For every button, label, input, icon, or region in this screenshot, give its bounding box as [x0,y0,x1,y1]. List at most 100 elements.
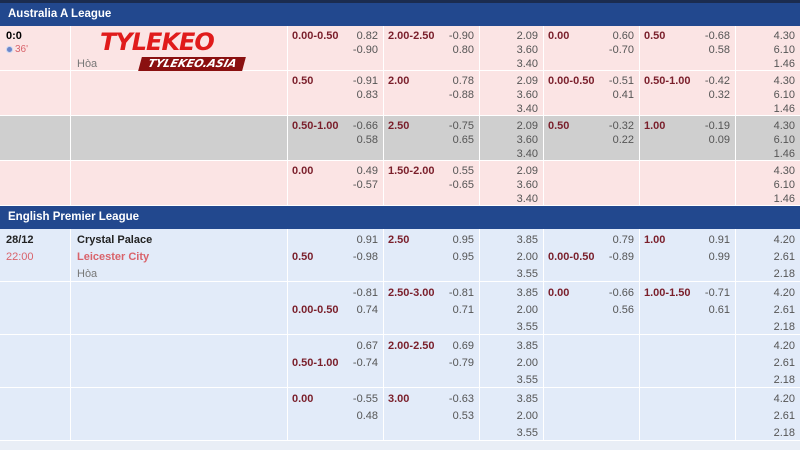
1x2-odds[interactable]: 3.60 [516,44,538,56]
over-under-odds[interactable]: -0.90 [448,30,474,42]
over-under-odds[interactable]: -0.88 [448,89,474,101]
first-half-handicap-odds[interactable]: -0.89 [608,251,634,263]
1x2-odds[interactable]: 3.40 [516,103,538,115]
first-half-1x2-odds[interactable]: 4.30 [773,120,795,132]
first-half-1x2-odds[interactable]: 6.10 [773,134,795,146]
first-half-1x2-odds[interactable]: 2.61 [773,304,795,316]
1x2-odds[interactable]: 3.85 [516,234,538,246]
first-half-handicap-odds[interactable]: 0.41 [612,89,634,101]
1x2-odds[interactable]: 3.85 [516,340,538,352]
1x2-odds[interactable]: 3.60 [516,89,538,101]
over-under-odds[interactable]: -0.81 [448,287,474,299]
handicap-odds[interactable]: 0.83 [356,89,378,101]
1x2-odds[interactable]: 2.00 [516,410,538,422]
first-half-handicap-odds[interactable]: -0.51 [608,75,634,87]
1x2-odds[interactable]: 3.55 [516,268,538,280]
over-under-odds[interactable]: 0.53 [452,410,474,422]
first-half-1x2-odds[interactable]: 1.46 [773,193,795,205]
1x2-odds[interactable]: 3.60 [516,179,538,191]
away-team[interactable]: Leicester City [77,251,150,263]
handicap-odds[interactable]: -0.91 [352,75,378,87]
first-half-1x2-odds[interactable]: 2.18 [773,427,795,439]
over-under-odds[interactable]: -0.63 [448,393,474,405]
handicap-odds[interactable]: 0.48 [356,410,378,422]
first-half-handicap-odds[interactable]: 0.79 [612,234,634,246]
over-under-odds[interactable]: 0.78 [452,75,474,87]
handicap-odds[interactable]: -0.57 [352,179,378,191]
league-header[interactable]: Australia A League [0,3,800,26]
handicap-odds[interactable]: 0.49 [356,165,378,177]
first-half-over-under-odds[interactable]: 0.09 [708,134,730,146]
handicap-odds[interactable]: -0.66 [352,120,378,132]
1x2-odds[interactable]: 3.55 [516,321,538,333]
first-half-over-under-odds[interactable]: 0.91 [708,234,730,246]
handicap-odds[interactable]: 0.58 [356,134,378,146]
over-under-odds[interactable]: 0.71 [452,304,474,316]
1x2-odds[interactable]: 2.00 [516,251,538,263]
1x2-odds[interactable]: 3.55 [516,374,538,386]
first-half-handicap-odds[interactable]: -0.70 [608,44,634,56]
first-half-1x2-odds[interactable]: 2.61 [773,410,795,422]
first-half-over-under-odds[interactable]: -0.19 [704,120,730,132]
handicap-odds[interactable]: 0.67 [356,340,378,352]
first-half-1x2-odds[interactable]: 2.18 [773,321,795,333]
first-half-1x2-odds[interactable]: 4.30 [773,165,795,177]
first-half-1x2-odds[interactable]: 2.61 [773,357,795,369]
1x2-odds[interactable]: 3.85 [516,393,538,405]
league-header[interactable]: English Premier League [0,206,800,229]
first-half-handicap-odds[interactable]: -0.66 [608,287,634,299]
1x2-odds[interactable]: 3.85 [516,287,538,299]
first-half-over-under-odds[interactable]: 0.61 [708,304,730,316]
first-half-over-under-odds[interactable]: 0.58 [708,44,730,56]
handicap-odds[interactable]: -0.90 [352,44,378,56]
first-half-handicap-odds[interactable]: 0.22 [612,134,634,146]
first-half-1x2-odds[interactable]: 2.61 [773,251,795,263]
first-half-1x2-odds[interactable]: 4.20 [773,340,795,352]
first-half-1x2-odds[interactable]: 2.18 [773,268,795,280]
over-under-odds[interactable]: -0.75 [448,120,474,132]
1x2-odds[interactable]: 3.40 [516,148,538,160]
handicap-odds[interactable]: 0.91 [356,234,378,246]
first-half-1x2-odds[interactable]: 4.20 [773,234,795,246]
handicap-odds[interactable]: -0.81 [352,287,378,299]
over-under-odds[interactable]: -0.65 [448,179,474,191]
handicap-odds[interactable]: -0.98 [352,251,378,263]
over-under-odds[interactable]: -0.79 [448,357,474,369]
1x2-odds[interactable]: 2.09 [516,165,538,177]
1x2-odds[interactable]: 2.09 [516,120,538,132]
first-half-over-under-odds[interactable]: -0.71 [704,287,730,299]
over-under-odds[interactable]: 0.69 [452,340,474,352]
first-half-1x2-odds[interactable]: 1.46 [773,148,795,160]
1x2-odds[interactable]: 2.00 [516,304,538,316]
first-half-1x2-odds[interactable]: 4.30 [773,30,795,42]
first-half-1x2-odds[interactable]: 4.20 [773,393,795,405]
over-under-odds[interactable]: 0.95 [452,234,474,246]
first-half-1x2-odds[interactable]: 1.46 [773,103,795,115]
handicap-odds[interactable]: 0.82 [356,30,378,42]
first-half-handicap-odds[interactable]: 0.60 [612,30,634,42]
first-half-1x2-odds[interactable]: 6.10 [773,179,795,191]
handicap-odds[interactable]: 0.74 [356,304,378,316]
1x2-odds[interactable]: 3.40 [516,58,538,70]
handicap-odds[interactable]: -0.55 [352,393,378,405]
first-half-1x2-odds[interactable]: 6.10 [773,44,795,56]
over-under-odds[interactable]: 0.95 [452,251,474,263]
1x2-odds[interactable]: 3.55 [516,427,538,439]
first-half-1x2-odds[interactable]: 1.46 [773,58,795,70]
first-half-over-under-odds[interactable]: -0.68 [704,30,730,42]
first-half-1x2-odds[interactable]: 2.18 [773,374,795,386]
1x2-odds[interactable]: 3.40 [516,193,538,205]
over-under-odds[interactable]: 0.55 [452,165,474,177]
first-half-1x2-odds[interactable]: 6.10 [773,89,795,101]
first-half-over-under-odds[interactable]: -0.42 [704,75,730,87]
over-under-odds[interactable]: 0.80 [452,44,474,56]
1x2-odds[interactable]: 3.60 [516,134,538,146]
1x2-odds[interactable]: 2.09 [516,30,538,42]
first-half-handicap-odds[interactable]: -0.32 [608,120,634,132]
first-half-1x2-odds[interactable]: 4.30 [773,75,795,87]
first-half-over-under-odds[interactable]: 0.99 [708,251,730,263]
first-half-1x2-odds[interactable]: 4.20 [773,287,795,299]
over-under-odds[interactable]: 0.65 [452,134,474,146]
first-half-over-under-odds[interactable]: 0.32 [708,89,730,101]
home-team[interactable]: Crystal Palace [77,234,153,246]
